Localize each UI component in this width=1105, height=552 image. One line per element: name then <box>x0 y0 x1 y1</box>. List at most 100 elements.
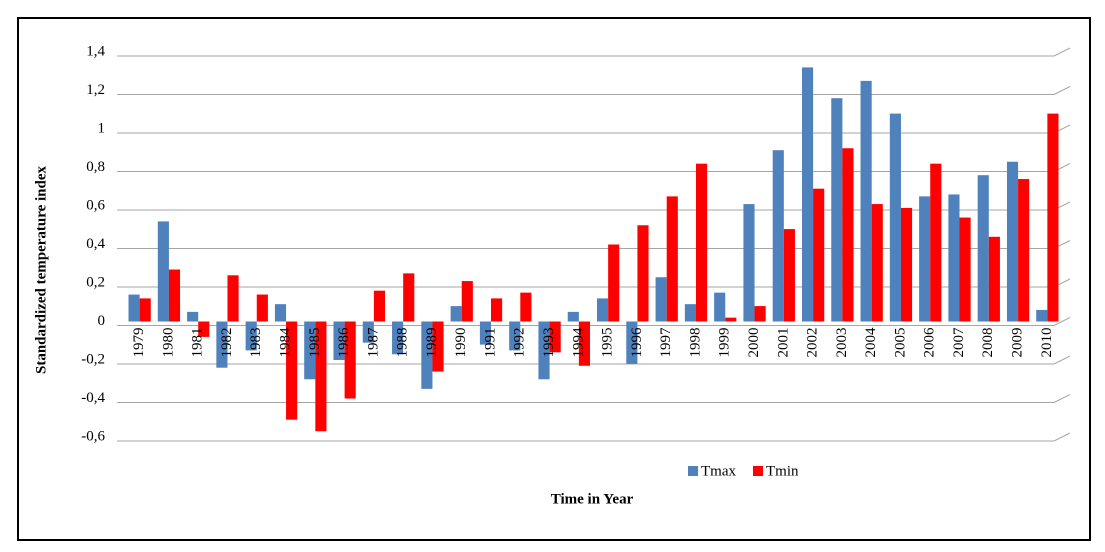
bar <box>373 290 386 322</box>
x-tick-label: 1992 <box>512 328 528 358</box>
bar <box>520 292 532 322</box>
bar <box>315 321 327 432</box>
bar <box>900 207 913 322</box>
legend-label: Tmax <box>701 463 736 479</box>
bar <box>801 67 814 322</box>
y-tick-label: 0 <box>98 313 106 329</box>
x-tick-label: 1995 <box>600 328 616 358</box>
x-tick-label: 1983 <box>248 328 264 358</box>
x-tick-label: 1988 <box>395 328 411 358</box>
bar <box>168 269 181 322</box>
bar <box>860 80 872 322</box>
legend-label: Tmin <box>766 463 799 479</box>
x-tick-label: 2010 <box>1039 328 1055 358</box>
bar <box>567 311 579 322</box>
x-tick-label: 1985 <box>307 328 323 358</box>
x-tick-label: 2008 <box>980 328 996 358</box>
bar <box>626 321 638 364</box>
bar <box>274 304 287 322</box>
bar <box>743 204 755 322</box>
bar <box>538 321 550 380</box>
x-tick-label: 1999 <box>717 328 733 358</box>
bar <box>842 148 854 322</box>
bar <box>286 321 298 420</box>
bar <box>772 150 784 322</box>
legend-swatch <box>753 466 763 476</box>
bar <box>421 321 433 389</box>
bar <box>479 321 492 345</box>
bar <box>1036 309 1048 322</box>
bar <box>227 275 239 322</box>
bar <box>1047 113 1059 322</box>
bar <box>813 188 825 322</box>
x-tick-label: 2009 <box>1010 328 1026 358</box>
x-tick-label: 1993 <box>541 328 557 358</box>
grid-line-depth <box>1053 432 1071 442</box>
bar <box>403 273 415 322</box>
y-axis-title: Standardized temperature index <box>33 165 49 374</box>
x-tick-label: 1979 <box>131 328 147 358</box>
bar <box>930 163 942 322</box>
x-tick-label: 2002 <box>805 328 821 358</box>
bar <box>128 294 140 322</box>
bar <box>216 321 228 368</box>
y-tick-label: 1 <box>98 120 106 136</box>
bar <box>157 221 169 322</box>
y-tick-label: -0,2 <box>81 351 105 367</box>
bar <box>959 217 971 322</box>
bar <box>304 321 316 380</box>
bar <box>1018 179 1030 322</box>
x-tick-label: 2005 <box>892 328 908 358</box>
bar <box>362 321 374 343</box>
x-tick-label: 1994 <box>570 327 586 358</box>
bar <box>666 196 678 322</box>
bar <box>783 229 795 322</box>
y-tick-label: 0,6 <box>86 197 105 213</box>
x-tick-label: 1996 <box>629 327 645 358</box>
bar <box>754 306 766 322</box>
bar <box>432 321 444 372</box>
bar <box>256 294 268 322</box>
x-tick-label: 1984 <box>277 327 293 358</box>
bar <box>245 321 257 351</box>
y-tick-label: 1,4 <box>86 43 105 59</box>
bar <box>637 225 649 322</box>
y-tick-label: 0,2 <box>86 274 105 290</box>
x-tick-label: 1982 <box>219 328 235 358</box>
x-tick-label: 1997 <box>658 327 674 358</box>
bar <box>1006 161 1019 322</box>
bar <box>392 321 404 355</box>
bar <box>333 321 345 360</box>
x-tick-label: 2004 <box>863 327 879 358</box>
y-tick-label: 0,8 <box>86 159 105 175</box>
grid-line-depth <box>1053 47 1071 57</box>
bar <box>948 194 960 322</box>
bar <box>655 277 667 322</box>
bar <box>889 113 901 322</box>
bar <box>597 298 609 322</box>
bar <box>988 236 1000 322</box>
bar <box>578 321 590 366</box>
grid-line-depth <box>1053 86 1071 95</box>
bar <box>919 196 931 322</box>
y-tick-label: 1,2 <box>86 82 105 98</box>
x-tick-label: 2001 <box>775 328 791 358</box>
x-tick-label: 1990 <box>453 328 469 358</box>
x-tick-label: 1991 <box>482 328 498 358</box>
x-tick-label: 1989 <box>424 328 440 358</box>
x-tick-label: 2007 <box>951 327 967 358</box>
grid-line-depth <box>1053 317 1071 326</box>
bar <box>977 175 989 322</box>
bar <box>187 311 199 322</box>
bar <box>491 298 503 322</box>
bar <box>684 304 696 322</box>
x-tick-label: 1986 <box>336 327 352 358</box>
x-tick-label: 2006 <box>922 327 938 358</box>
bar <box>714 292 726 322</box>
legend-swatch <box>688 466 698 476</box>
bar <box>549 321 561 353</box>
grid-line-depth <box>1053 355 1071 365</box>
bar <box>695 163 708 322</box>
bar <box>461 281 473 322</box>
